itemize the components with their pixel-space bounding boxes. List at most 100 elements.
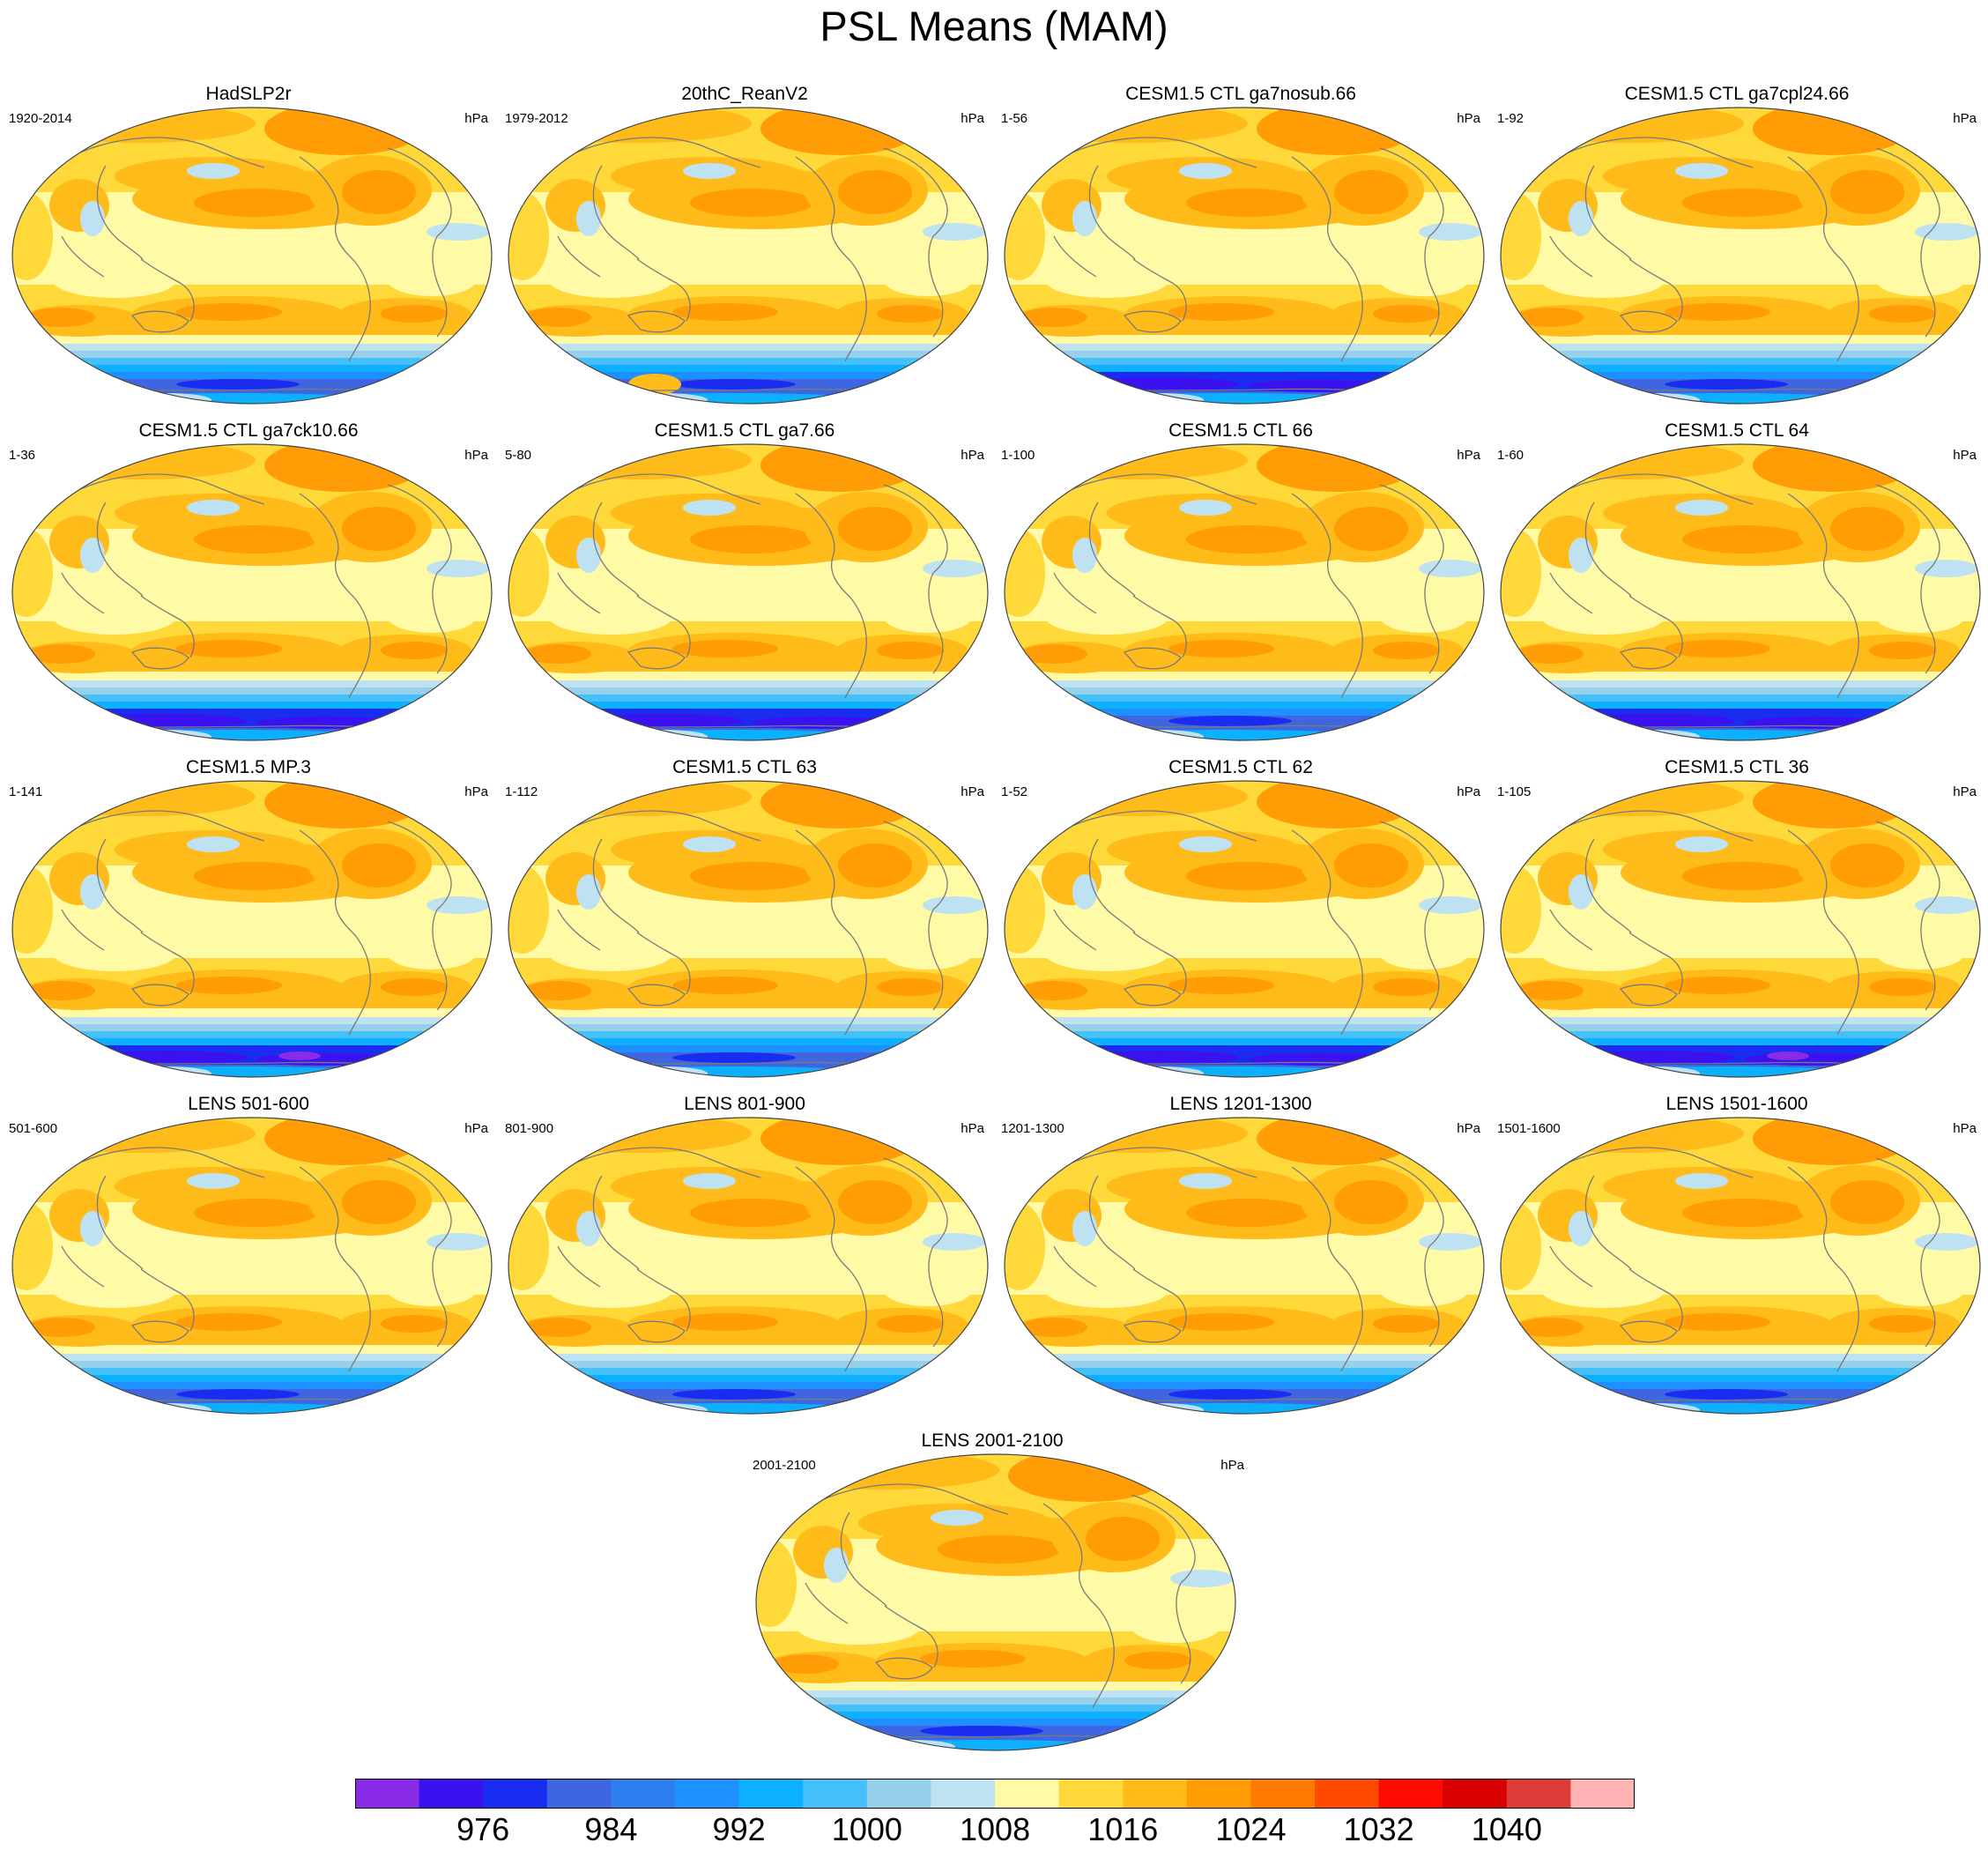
panel-title: CESM1.5 CTL 64 [1665, 420, 1809, 441]
map-panel: CESM1.5 CTL ga7ck10.66 1-36 hPa [2, 420, 495, 758]
map-panel: LENS 501-600 501-600 hPa [2, 1093, 495, 1431]
coastline [1132, 1268, 1187, 1332]
coastline [1340, 260, 1363, 362]
map-outline [1500, 107, 1981, 405]
coastline [557, 572, 601, 614]
map-outline [11, 107, 493, 405]
psl-map [1004, 780, 1485, 1078]
coastline [1123, 310, 1182, 333]
map-panel: LENS 1501-1600 1501-1600 hPa [1490, 1093, 1984, 1431]
panel-title: LENS 2001-2100 [921, 1430, 1064, 1451]
coastline [387, 1157, 452, 1247]
coastline [1379, 821, 1444, 910]
coastline [1291, 156, 1347, 262]
coastline [1619, 310, 1678, 333]
coastline [636, 595, 691, 658]
colorbar-swatch [483, 1779, 548, 1809]
panel-unit-label: hPa [464, 1121, 488, 1136]
coastline [1053, 1245, 1097, 1288]
panel-unit-label: hPa [961, 448, 984, 463]
coastline [432, 572, 448, 674]
colorbar-tick-label: 1000 [831, 1811, 902, 1847]
map-outline [1004, 780, 1485, 1078]
colorbar-swatch [546, 1779, 612, 1809]
map-outline [11, 780, 493, 1078]
coastline [1787, 1166, 1843, 1272]
map-outline [1004, 107, 1485, 405]
coastline [795, 829, 851, 935]
coastline [795, 156, 851, 262]
psl-field [1501, 781, 1980, 1077]
psl-field [1005, 781, 1484, 1077]
coastline [557, 909, 601, 951]
colorbar-swatch [1315, 1779, 1380, 1809]
coastline [1836, 933, 1859, 1036]
coastline [1787, 156, 1843, 262]
panel-title: CESM1.5 CTL 36 [1665, 757, 1809, 777]
panel-unit-label: hPa [1457, 448, 1480, 463]
coastline [592, 1175, 640, 1270]
coastline [1549, 909, 1593, 951]
coastline [1088, 838, 1136, 933]
coastline [1549, 235, 1593, 278]
coastline [1558, 473, 1754, 505]
coastline [1053, 572, 1097, 614]
coastline [1176, 1582, 1191, 1684]
coastline [1584, 165, 1632, 260]
psl-map [11, 1117, 493, 1415]
coastline [130, 310, 189, 333]
coastline [1088, 502, 1136, 597]
coastline [96, 1175, 144, 1270]
colorbar-swatch [738, 1779, 804, 1809]
panel-unit-label: hPa [1457, 1121, 1480, 1136]
coastline [928, 1245, 944, 1348]
psl-map [508, 107, 989, 405]
map-panel: 20thC_ReanV2 1979-2012 hPa [498, 83, 991, 421]
panel-title: CESM1.5 CTL 63 [672, 757, 817, 777]
colorbar-swatch [866, 1779, 931, 1809]
panel-unit-label: hPa [961, 111, 984, 126]
map-panel: LENS 801-900 801-900 hPa [498, 1093, 991, 1431]
panel-title: LENS 1501-1600 [1665, 1094, 1808, 1114]
colorbar-swatch [1506, 1779, 1571, 1809]
coastline [566, 1147, 761, 1178]
coastline [70, 137, 265, 168]
psl-map [11, 107, 493, 405]
map-outline [508, 1117, 989, 1415]
coastline [1584, 1175, 1632, 1270]
coastline [1836, 597, 1859, 699]
panel-unit-label: hPa [1220, 1458, 1244, 1473]
panel-period-label: 5-80 [505, 448, 532, 463]
panel-period-label: 1-52 [1001, 784, 1028, 799]
map-panel: CESM1.5 CTL ga7cpl24.66 1-92 hPa [1490, 83, 1984, 421]
coastline [1042, 1503, 1099, 1609]
coastline [299, 156, 355, 262]
psl-field [508, 108, 988, 404]
coastline [1062, 1147, 1257, 1178]
coastline [636, 258, 691, 322]
coastline [96, 165, 144, 260]
coastline [1836, 1270, 1859, 1372]
coastline [1291, 829, 1347, 935]
map-panel: CESM1.5 MP.3 1-141 hPa [2, 756, 495, 1095]
panel-period-label: 1-100 [1001, 448, 1035, 463]
coastline [1123, 1320, 1182, 1343]
panel-title: CESM1.5 CTL ga7ck10.66 [138, 420, 359, 441]
psl-map [1004, 443, 1485, 741]
coastline [795, 493, 851, 598]
map-panel: LENS 1201-1300 1201-1300 hPa [994, 1093, 1487, 1431]
panel-title: 20thC_ReanV2 [681, 84, 808, 104]
coastline [592, 165, 640, 260]
panel-period-label: 1201-1300 [1001, 1121, 1064, 1136]
panel-unit-label: hPa [1953, 784, 1977, 799]
coastline [1291, 493, 1347, 598]
panel-title: CESM1.5 CTL ga7cpl24.66 [1624, 84, 1850, 104]
panel-unit-label: hPa [464, 111, 488, 126]
coastline [1920, 909, 1936, 1011]
psl-field [508, 1118, 988, 1414]
panel-period-label: 1-92 [1497, 111, 1524, 126]
coastline [1132, 595, 1187, 658]
colorbar-swatch [803, 1779, 868, 1809]
map-panel: CESM1.5 CTL 62 1-52 hPa [994, 756, 1487, 1095]
coastline [299, 493, 355, 598]
